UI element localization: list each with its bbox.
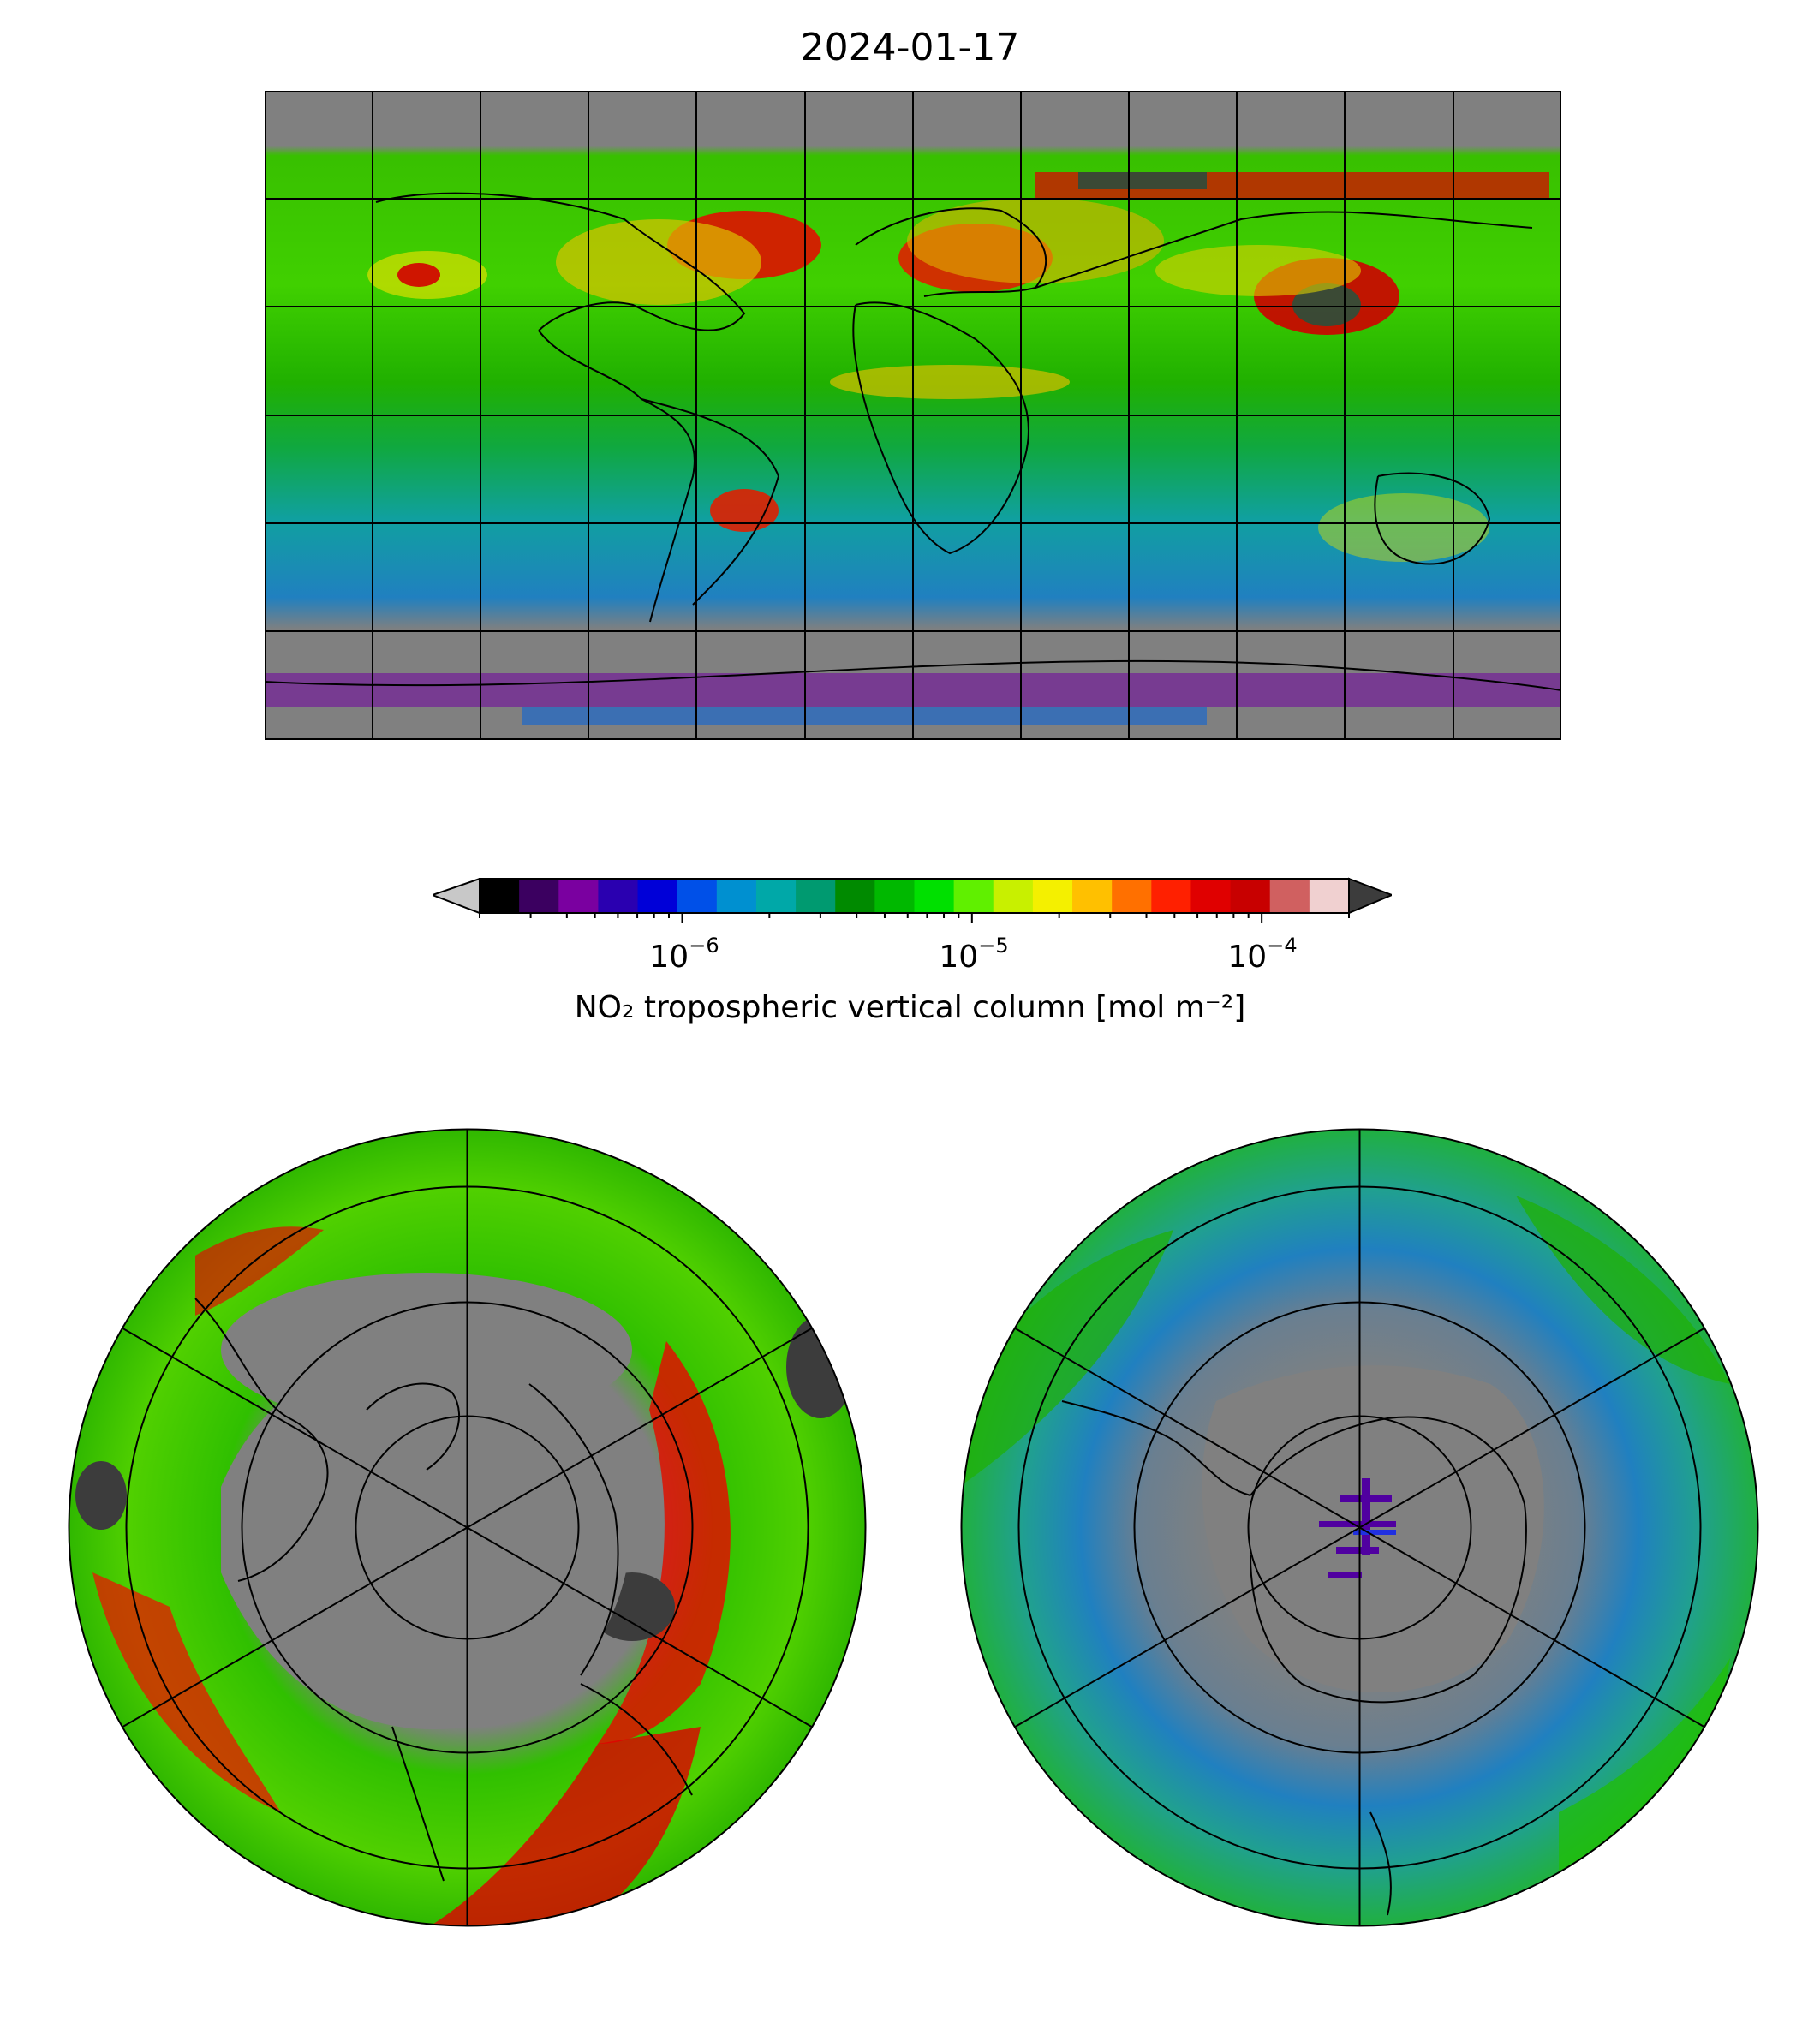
- colorbar-segment: [1190, 879, 1232, 913]
- colorbar-segment: [480, 879, 521, 913]
- figure-title: 2024-01-17: [800, 26, 1020, 69]
- north-polar-coastlines: [194, 1298, 693, 1882]
- colorbar-frame: [479, 878, 1350, 914]
- colorbar-segment: [637, 879, 678, 913]
- colorbar-segment: [1072, 879, 1113, 913]
- world-map-frame: [265, 91, 1561, 740]
- colorbar-segments: [480, 879, 1350, 913]
- south-polar-frame: [960, 1128, 1759, 1927]
- colorbar-segment: [519, 879, 560, 913]
- colorbar-segment: [716, 879, 757, 913]
- colorbar-segment: [796, 879, 837, 913]
- colorbar-segment: [953, 879, 994, 913]
- colorbar-segment: [677, 879, 718, 913]
- world-gridlines: [265, 91, 1561, 740]
- colorbar-tick-label: 10−5: [939, 934, 1009, 975]
- colorbar-segment: [835, 879, 876, 913]
- colorbar-segment: [993, 879, 1034, 913]
- colorbar-ticks: [479, 913, 1350, 923]
- world-coastlines: [265, 192, 1561, 691]
- colorbar: [433, 877, 1392, 934]
- world-map: [265, 91, 1561, 740]
- colorbar-segment: [914, 879, 955, 913]
- colorbar-segment: [1032, 879, 1074, 913]
- colorbar-tick-label: 10−4: [1227, 934, 1298, 975]
- colorbar-under-extend: [433, 877, 480, 915]
- colorbar-label: NO₂ tropospheric vertical column [mol m⁻…: [574, 990, 1246, 1025]
- colorbar-segment: [558, 879, 600, 913]
- south-polar-map: [959, 1127, 1760, 1928]
- north-polar-map: [67, 1127, 868, 1928]
- colorbar-segment: [1230, 879, 1271, 913]
- south-polar-coastlines: [1061, 1400, 1527, 1916]
- colorbar-segment: [874, 879, 916, 913]
- north-polar-gridlines: [119, 1129, 815, 1926]
- colorbar-segment: [1269, 879, 1310, 913]
- colorbar-tick-label: 10−6: [649, 934, 719, 975]
- south-polar-gridlines: [1011, 1129, 1708, 1926]
- colorbar-segment: [1112, 879, 1153, 913]
- colorbar-over-extend: [1348, 877, 1392, 915]
- colorbar-segment: [755, 879, 797, 913]
- colorbar-segment: [1309, 879, 1350, 913]
- colorbar-segment: [1151, 879, 1192, 913]
- north-polar-frame: [68, 1128, 867, 1927]
- colorbar-segment: [598, 879, 639, 913]
